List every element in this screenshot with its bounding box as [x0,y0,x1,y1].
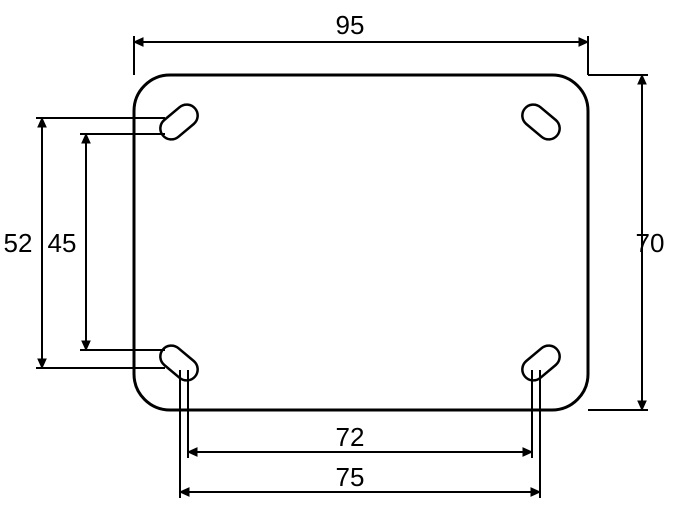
dim-95-label: 95 [336,10,365,40]
dim-75-label: 75 [336,462,365,492]
mounting-slot-0 [156,100,202,144]
dim-70: 70 [588,75,664,410]
dim-72: 72 [188,370,532,458]
plate-outline [134,75,588,410]
dim-45-label: 45 [48,228,77,258]
mounting-slot-1 [518,100,564,144]
dim-45: 45 [48,134,165,350]
dim-52-label: 52 [4,228,33,258]
dim-72-label: 72 [336,422,365,452]
dim-95: 95 [134,10,588,75]
mounting-plate-drawing: 95 70 72 75 45 52 [0,0,683,532]
dim-52: 52 [4,118,165,368]
dim-70-label: 70 [636,228,665,258]
